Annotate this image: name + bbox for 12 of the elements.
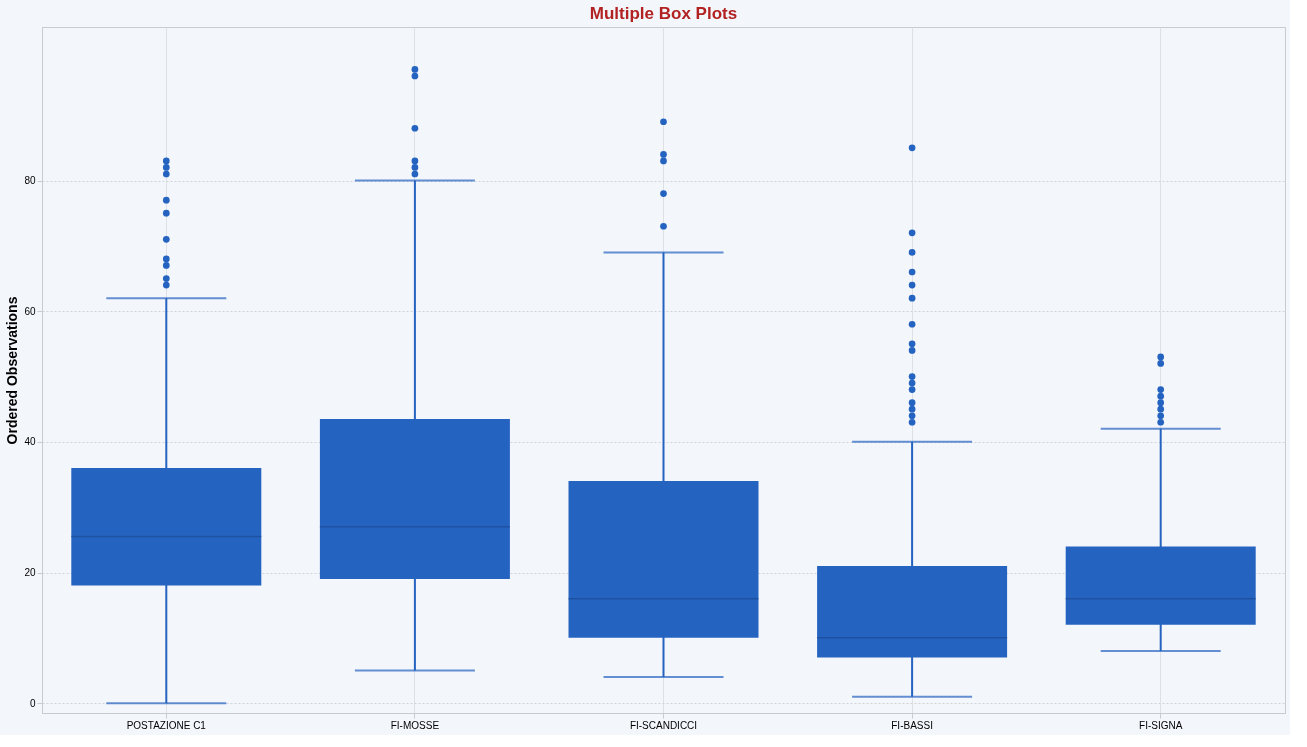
y-tick-label: 20	[24, 567, 36, 579]
x-tick-label: FI-BASSI	[891, 719, 933, 731]
x-tick-label: FI-SCANDICCI	[629, 719, 698, 731]
x-tick-label: POSTAZIONE C1	[126, 719, 207, 731]
y-tick-label: 0	[29, 697, 36, 709]
y-tick-label: 80	[24, 175, 36, 187]
y-tick-label: 40	[24, 436, 36, 448]
x-tick-label: FI-MOSSE	[390, 719, 440, 731]
y-tick-label: 60	[24, 305, 36, 317]
x-tick-label: FI-SIGNA	[1139, 719, 1183, 731]
y-axis-title: Ordered Observations	[4, 296, 21, 445]
chart-title: Multiple Box Plots	[589, 4, 738, 23]
